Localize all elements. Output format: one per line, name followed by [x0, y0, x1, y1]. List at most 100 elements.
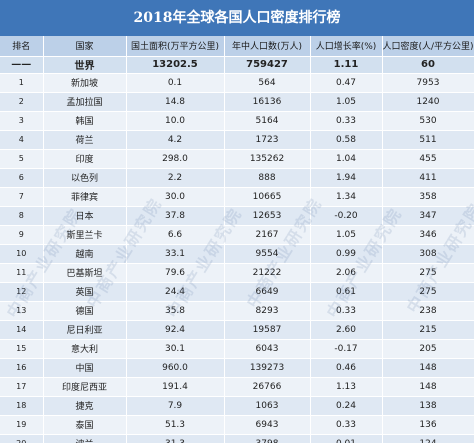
cell-rank: 5	[0, 149, 44, 169]
page-title: 2018年全球各国人口密度排行榜	[0, 0, 474, 36]
cell-area: 298.0	[126, 149, 225, 169]
cell-growth: 0.46	[310, 358, 383, 378]
cell-population: 16136	[224, 92, 311, 112]
cell-population: 12653	[224, 206, 311, 226]
table-row: 9 斯里兰卡 6.6 2167 1.05 346	[0, 225, 474, 245]
cell-country: 新加坡	[43, 73, 127, 93]
cell-country: 越南	[43, 244, 127, 264]
cell-growth: 0.58	[310, 130, 383, 150]
cell-rank: 2	[0, 92, 44, 112]
cell-growth: 0.01	[310, 434, 383, 443]
table-row: 12 英国 24.4 6649 0.61 275	[0, 282, 474, 302]
cell-population: 1723	[224, 130, 311, 150]
table-row: 7 菲律宾 30.0 10665 1.34 358	[0, 187, 474, 207]
cell-area: 4.2	[126, 130, 225, 150]
cell-rank: 15	[0, 339, 44, 359]
cell-population: 26766	[224, 377, 311, 397]
cell-density: 124	[382, 434, 474, 443]
cell-area: 79.6	[126, 263, 225, 283]
cell-rank: 14	[0, 320, 44, 340]
cell-growth: 2.06	[310, 263, 383, 283]
cell-area: 24.4	[126, 282, 225, 302]
world-area: 13202.5	[126, 56, 225, 74]
cell-rank: 7	[0, 187, 44, 207]
cell-population: 6649	[224, 282, 311, 302]
cell-rank: 3	[0, 111, 44, 131]
header-growth: 人口增长率(%)	[310, 36, 383, 57]
table-row: 11 巴基斯坦 79.6 21222 2.06 275	[0, 263, 474, 283]
cell-population: 10665	[224, 187, 311, 207]
cell-population: 2167	[224, 225, 311, 245]
cell-population: 139273	[224, 358, 311, 378]
world-row: —— 世界 13202.5 759427 1.11 60	[0, 56, 474, 74]
cell-growth: 0.61	[310, 282, 383, 302]
cell-country: 尼日利亚	[43, 320, 127, 340]
cell-rank: 17	[0, 377, 44, 397]
cell-density: 138	[382, 396, 474, 416]
cell-density: 148	[382, 377, 474, 397]
cell-density: 275	[382, 282, 474, 302]
cell-area: 2.2	[126, 168, 225, 188]
cell-growth: 1.94	[310, 168, 383, 188]
cell-growth: 0.33	[310, 111, 383, 131]
cell-growth: 0.33	[310, 301, 383, 321]
table-row: 17 印度尼西亚 191.4 26766 1.13 148	[0, 377, 474, 397]
cell-density: 275	[382, 263, 474, 283]
cell-country: 英国	[43, 282, 127, 302]
cell-rank: 6	[0, 168, 44, 188]
cell-rank: 16	[0, 358, 44, 378]
cell-growth: 0.99	[310, 244, 383, 264]
cell-density: 1240	[382, 92, 474, 112]
cell-growth: 0.47	[310, 73, 383, 93]
cell-density: 455	[382, 149, 474, 169]
cell-country: 斯里兰卡	[43, 225, 127, 245]
cell-population: 21222	[224, 263, 311, 283]
cell-area: 10.0	[126, 111, 225, 131]
cell-growth: 1.05	[310, 92, 383, 112]
table-row: 20波兰31.337980.01124	[0, 434, 474, 443]
cell-area: 35.8	[126, 301, 225, 321]
cell-country: 泰国	[43, 415, 127, 435]
cell-area: 6.6	[126, 225, 225, 245]
cell-growth: -0.20	[310, 206, 383, 226]
cell-area: 37.8	[126, 206, 225, 226]
cell-population: 3798	[224, 434, 311, 443]
cell-country: 巴基斯坦	[43, 263, 127, 283]
world-rank: ——	[0, 56, 44, 74]
cell-rank: 13	[0, 301, 44, 321]
cell-population: 1063	[224, 396, 311, 416]
cell-area: 14.8	[126, 92, 225, 112]
cell-area: 0.1	[126, 73, 225, 93]
cell-country: 日本	[43, 206, 127, 226]
cell-area: 960.0	[126, 358, 225, 378]
cell-population: 19587	[224, 320, 311, 340]
cell-country: 波兰	[43, 434, 127, 443]
table-row: 3 韩国 10.0 5164 0.33 530	[0, 111, 474, 131]
cell-growth: -0.17	[310, 339, 383, 359]
cell-population: 888	[224, 168, 311, 188]
table-row: 6 以色列 2.2 888 1.94 411	[0, 168, 474, 188]
cell-population: 135262	[224, 149, 311, 169]
cell-rank: 4	[0, 130, 44, 150]
cell-density: 215	[382, 320, 474, 340]
table-row: 8 日本 37.8 12653 -0.20 347	[0, 206, 474, 226]
cell-country: 印度尼西亚	[43, 377, 127, 397]
cell-country: 荷兰	[43, 130, 127, 150]
cell-rank: 10	[0, 244, 44, 264]
cell-rank: 20	[0, 434, 44, 443]
cell-country: 印度	[43, 149, 127, 169]
table-row: 10 越南 33.1 9554 0.99 308	[0, 244, 474, 264]
cell-growth: 1.13	[310, 377, 383, 397]
cell-growth: 1.34	[310, 187, 383, 207]
cell-population: 564	[224, 73, 311, 93]
cell-country: 韩国	[43, 111, 127, 131]
cell-rank: 18	[0, 396, 44, 416]
cell-country: 捷克	[43, 396, 127, 416]
header-population: 年中人口数(万人)	[224, 36, 311, 57]
cell-area: 191.4	[126, 377, 225, 397]
header-rank: 排名	[0, 36, 44, 57]
table-row: 15 意大利 30.1 6043 -0.17 205	[0, 339, 474, 359]
cell-density: 308	[382, 244, 474, 264]
world-population: 759427	[224, 56, 311, 74]
